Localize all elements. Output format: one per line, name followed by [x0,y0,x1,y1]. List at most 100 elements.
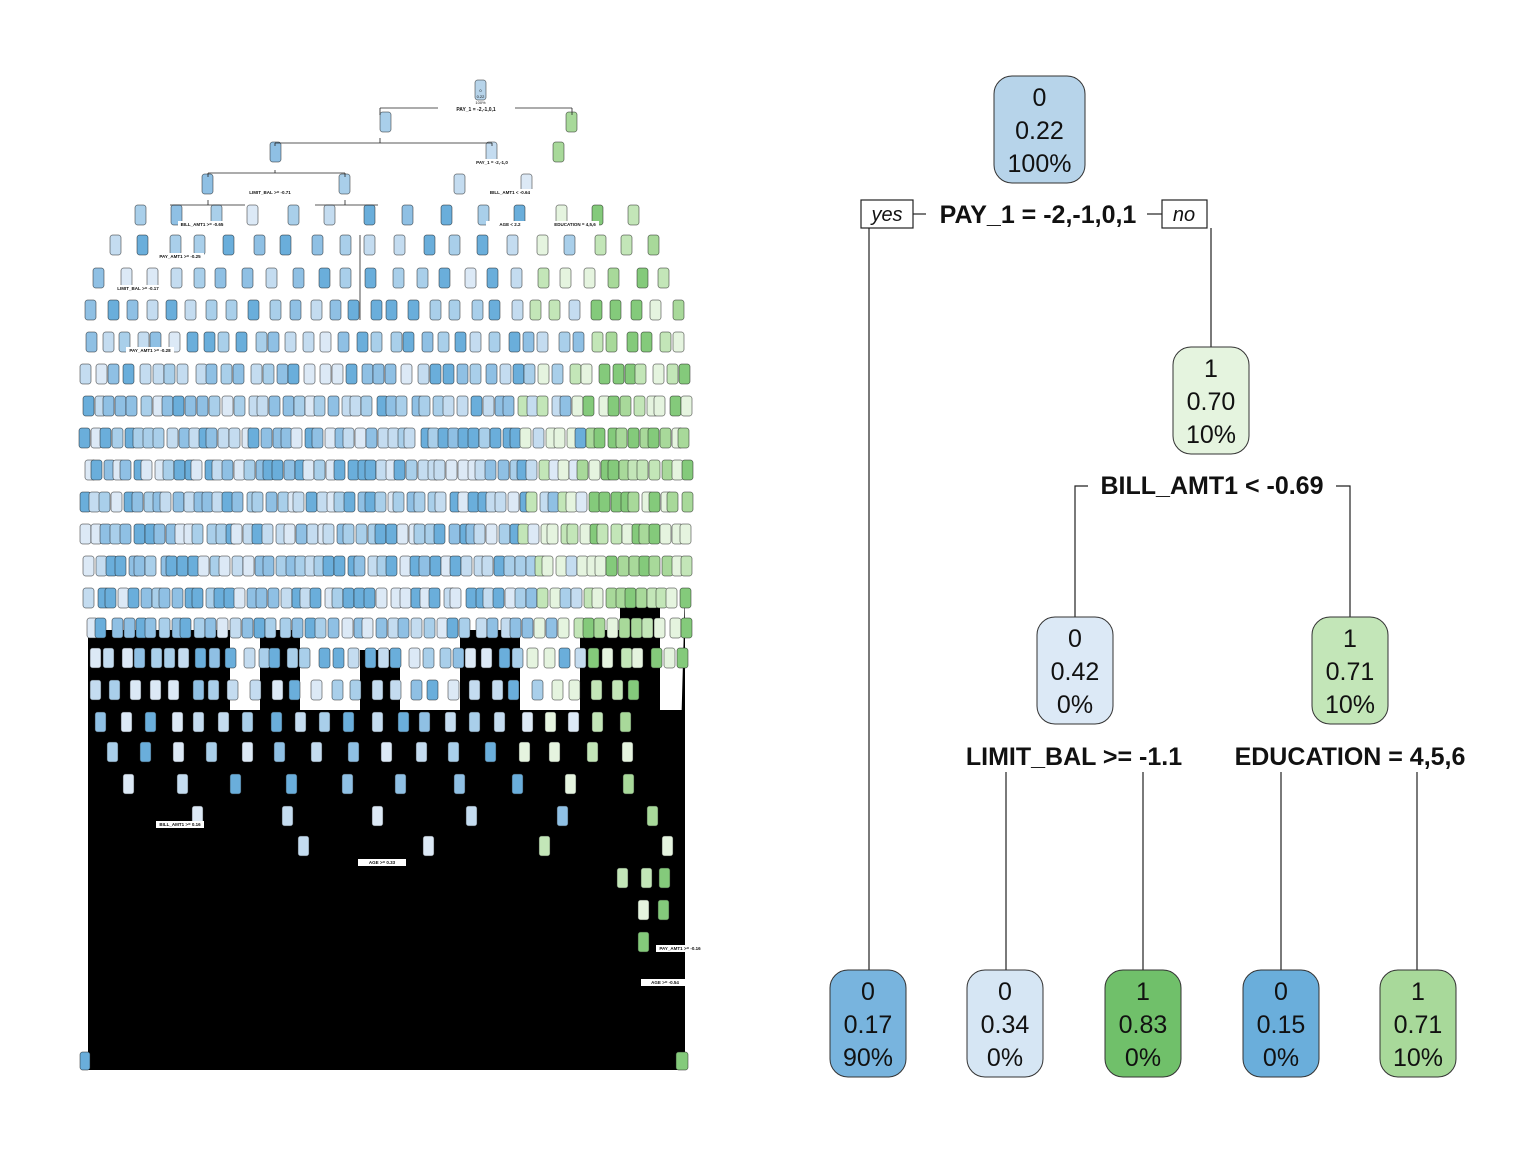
tree-node [423,617,436,639]
tree-node [649,299,662,321]
tree-node [371,805,384,827]
tree-node [653,617,666,639]
tree-node [447,679,460,701]
tree-node [568,679,581,701]
tree-node [393,459,406,481]
tree-node [225,299,238,321]
tree-node [456,363,469,385]
tree-node [481,555,494,577]
tree-node [279,234,292,256]
tree-node [658,867,671,889]
tree-node-pct: 0% [987,1044,1023,1072]
tree-node [120,711,133,733]
tree-node [418,711,431,733]
tree-node-pct: 10% [1325,691,1375,719]
tree-node [150,647,163,669]
tree-node-mid-left: 0 0.42 0% [1036,616,1114,725]
tree-node [636,267,649,289]
tree-node [506,234,519,256]
tree-node [681,459,694,481]
tree-node [587,647,600,669]
tree-node [491,679,504,701]
tree-node-leaf5: 1 0.71 10% [1379,969,1457,1078]
tree-node [636,459,649,481]
tree-node [428,587,441,609]
tree-node [256,395,269,417]
tree-node [537,267,550,289]
tree-node [291,617,304,639]
tree-node [228,427,241,449]
tree-node [159,491,172,513]
tree-node [221,459,234,481]
tree-node [591,711,604,733]
tree-node [298,647,311,669]
tree-node [165,299,178,321]
tree-node-box [829,969,907,1078]
tree-node [627,491,640,513]
tree-node [440,204,453,226]
large-decision-tree: PAY_1 = -2,-1,0 LIMIT_BAL >= -0.71 BILL_AM… [78,79,704,1071]
tree-node [486,267,499,289]
tree-node [485,363,498,385]
tree-node [267,587,280,609]
tree-node [552,141,565,163]
tree-node-pct: 0% [1263,1044,1299,1072]
large-tree-split-label: PAY_1 = -2,-1,0 [476,160,508,165]
tree-node [192,711,205,733]
tree-node [576,459,589,481]
tree-node [333,459,346,481]
tree-node [363,587,376,609]
tree-node [232,363,245,385]
tree-node [342,523,355,545]
tree-node [590,299,603,321]
tree-node [302,331,315,353]
tree-node [410,679,423,701]
tree-node [290,427,303,449]
tree-node [580,363,593,385]
tree-node [445,459,458,481]
tree-node [119,459,132,481]
tree-node [385,555,398,577]
tree-node [663,647,676,669]
tree-node [230,523,243,545]
tree-node [265,267,278,289]
tree-node [374,491,387,513]
tree-node-leaf4: 0 0.15 0% [1242,969,1320,1078]
tree-node [415,741,428,763]
tree-node [634,363,647,385]
tree-node [418,395,431,417]
tree-node [484,741,497,763]
tree-node [537,363,550,385]
tree-node [102,395,115,417]
tree-node [207,679,220,701]
tree-node [476,234,489,256]
tree-node [657,899,670,921]
tree-node [102,331,115,353]
tree-node [246,204,259,226]
tree-node-pct: 10% [1186,421,1236,449]
large-tree-split-label: BILL_AMT1 >= -0.65 [181,222,224,227]
tree-node [482,395,495,417]
tree-node [255,587,268,609]
tree-node [659,523,672,545]
tree-node [123,617,136,639]
tree-node [92,267,105,289]
tree-node [106,741,119,763]
tree-node [559,395,572,417]
tree-node [221,395,234,417]
tree-node [679,523,692,545]
tree-node [286,647,299,669]
tree-node-leaf1: 0 0.17 90% [829,969,907,1078]
tree-node [283,523,296,545]
tree-node-class: 0 [1274,978,1288,1006]
tree-node [249,679,262,701]
tree-node [255,331,268,353]
large-tree-root-class: 0 [479,88,482,93]
split-label-background [656,945,704,952]
split-label-limit-bal: LIMIT_BAL >= -1.1 [966,743,1182,771]
tree-node [525,459,538,481]
tree-node-box [993,75,1086,184]
tree-node [167,679,180,701]
dense-leaf-mass-lower [88,710,685,1070]
tree-node [647,234,660,256]
